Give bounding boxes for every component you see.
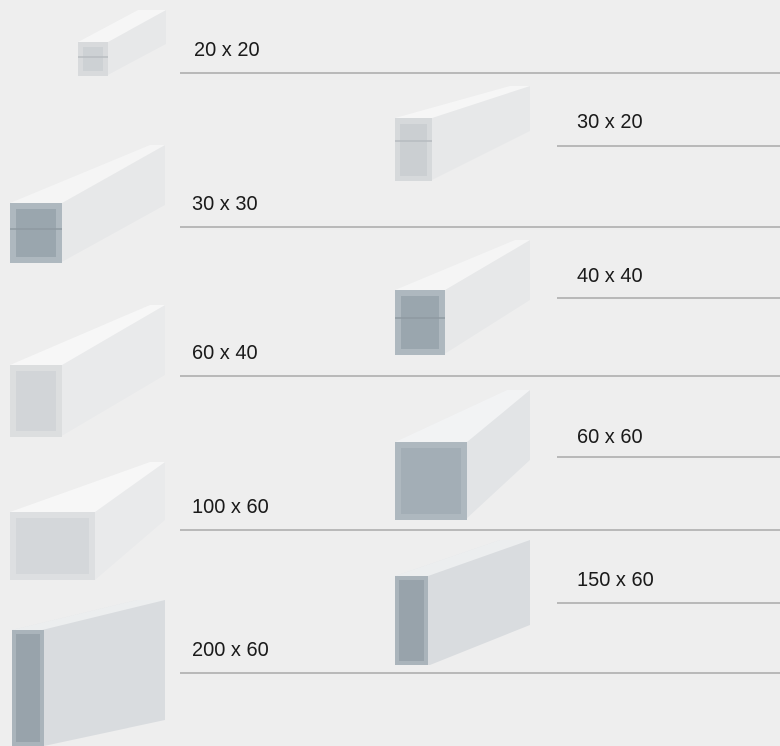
duct-size-label: 60 x 60: [577, 426, 643, 448]
divider-line: [180, 226, 780, 228]
cable-duct-60x40-image: [10, 305, 165, 437]
divider-line: [180, 375, 780, 377]
cable-duct-30x30-image: [10, 145, 165, 263]
divider-line: [180, 72, 780, 74]
divider-line: [180, 672, 780, 674]
divider-line: [557, 297, 780, 299]
cable-duct-20x20-image: [78, 10, 166, 76]
duct-size-label: 200 x 60: [192, 639, 269, 661]
cable-duct-40x40-image: [395, 240, 530, 355]
cable-duct-200x60-image: [12, 600, 165, 746]
duct-size-label: 20 x 20: [194, 39, 260, 61]
duct-size-label: 30 x 30: [192, 193, 258, 215]
duct-size-label: 40 x 40: [577, 265, 643, 287]
cable-duct-100x60-image: [10, 462, 165, 580]
duct-size-label: 150 x 60: [577, 569, 654, 591]
duct-size-label: 30 x 20: [577, 111, 643, 133]
divider-line: [557, 145, 780, 147]
divider-line: [557, 456, 780, 458]
divider-line: [180, 529, 780, 531]
duct-size-label: 100 x 60: [192, 496, 269, 518]
cable-duct-60x60-image: [395, 390, 530, 520]
cable-duct-150x60-image: [395, 540, 530, 665]
divider-line: [557, 602, 780, 604]
cable-duct-30x20-image: [395, 86, 530, 181]
duct-size-label: 60 x 40: [192, 342, 258, 364]
